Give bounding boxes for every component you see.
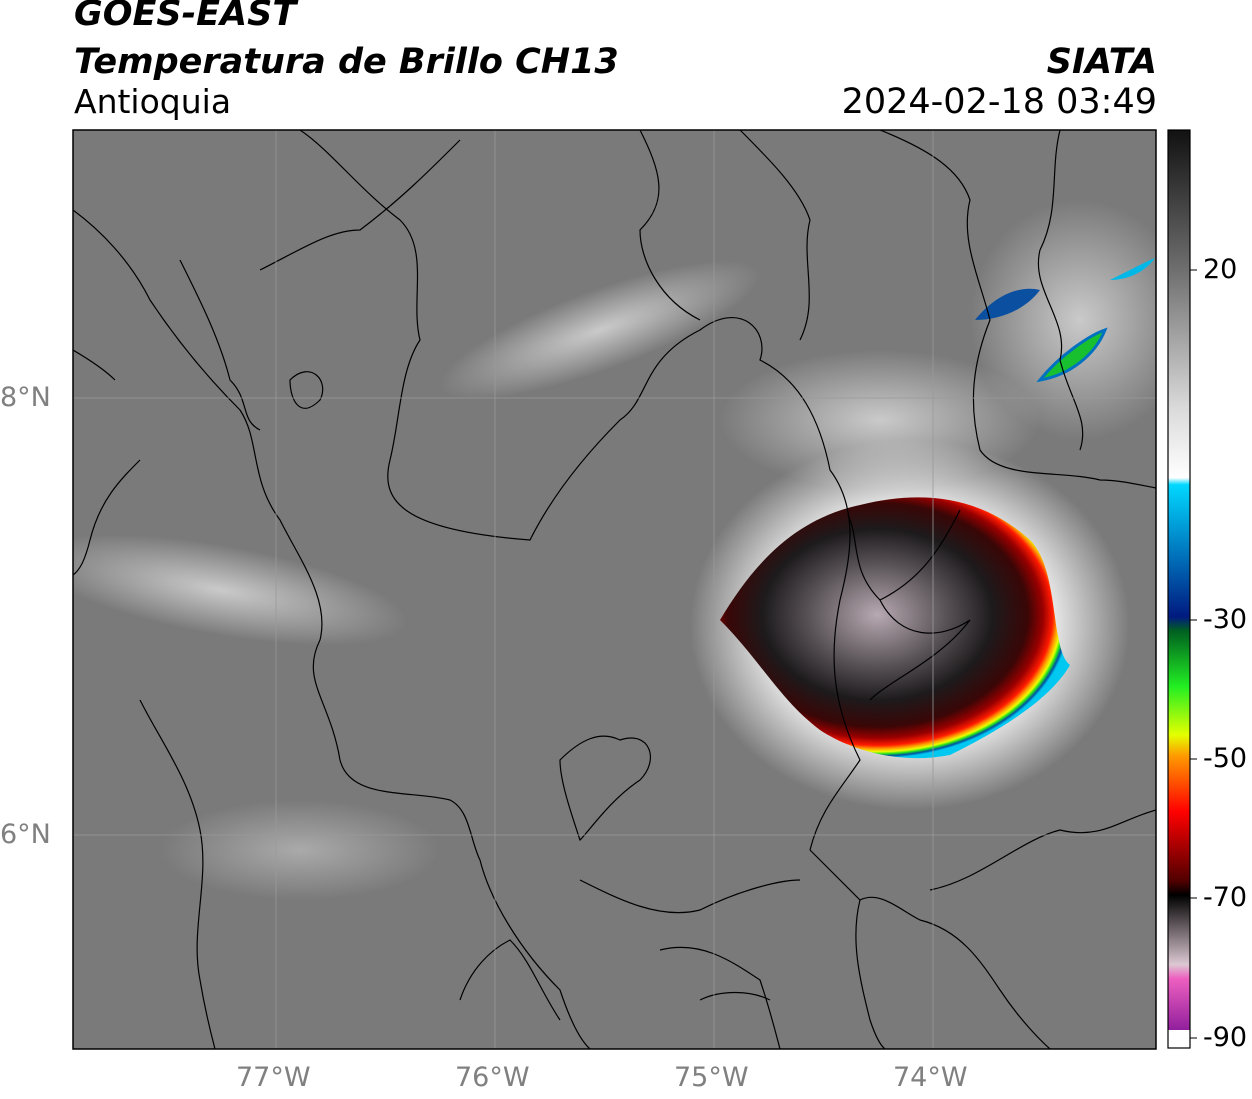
- border-line: [139, 699, 216, 1049]
- colorbar-label-minus90: -90: [1203, 1022, 1248, 1053]
- border-line: [739, 130, 811, 341]
- lon-label-74w: 74°W: [893, 1062, 968, 1093]
- coastline: [179, 259, 261, 431]
- region-subtitle: Antioquia: [74, 82, 232, 121]
- colorbar-under-swatch: [1168, 1030, 1190, 1048]
- border-line: [879, 130, 1156, 489]
- border-line: [73, 209, 591, 1049]
- lat-label-6n: 6°N: [0, 819, 51, 850]
- border-line: [699, 991, 771, 1001]
- product-title: Temperatura de Brillo CH13: [74, 42, 619, 82]
- colorbar-label-minus30: -30: [1203, 604, 1248, 635]
- satellite-title: GOES-EAST: [74, 0, 297, 34]
- colorbar-label-minus70: -70: [1203, 882, 1248, 913]
- map-frame: [72, 129, 1157, 1050]
- border-line: [809, 849, 1051, 1049]
- cloud-patch-south: [160, 800, 440, 900]
- border-line: [869, 599, 971, 701]
- colorbar-label-minus50: -50: [1203, 743, 1248, 774]
- colorbar-label-20: 20: [1203, 254, 1238, 285]
- lat-label-8n: 8°N: [0, 382, 51, 413]
- map-panel: [72, 129, 1157, 1050]
- graticule: [73, 130, 1156, 1049]
- border-line: [299, 130, 861, 851]
- lon-label-75w: 75°W: [674, 1062, 749, 1093]
- cloud-field: [73, 130, 1156, 1049]
- cold-cloud-blob: [1110, 258, 1155, 280]
- cold-cloud-blob: [975, 288, 1040, 320]
- border-line: [1037, 130, 1084, 451]
- cloud-band-west: [73, 534, 408, 646]
- border-line: [659, 946, 781, 1049]
- timestamp-label: 2024-02-18 03:49: [841, 82, 1157, 122]
- lon-label-77w: 77°W: [236, 1062, 311, 1093]
- lon-label-76w: 76°W: [455, 1062, 530, 1093]
- colorbar-scale: [1168, 130, 1190, 1048]
- border-line: [579, 879, 801, 914]
- colorbar: [1167, 129, 1197, 1049]
- border-line: [639, 130, 701, 321]
- border-line: [847, 509, 961, 601]
- coastline: [73, 349, 116, 381]
- coastline: [259, 139, 461, 271]
- convective-storm-cell: [720, 497, 1070, 759]
- colorbar-frame: [1167, 129, 1191, 1049]
- border-line: [855, 899, 886, 1049]
- border-line: [559, 735, 651, 842]
- coastline: [73, 459, 141, 576]
- cloud-patch-northeast: [970, 200, 1156, 440]
- border-line: [929, 809, 1156, 891]
- border-line: [459, 939, 561, 1021]
- cloud-band-north: [439, 260, 761, 400]
- organization-label: SIATA: [1046, 42, 1157, 82]
- coastline: [289, 371, 324, 409]
- political-borders: [73, 130, 1156, 1049]
